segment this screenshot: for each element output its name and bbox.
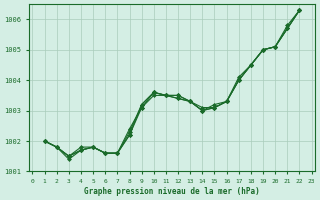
X-axis label: Graphe pression niveau de la mer (hPa): Graphe pression niveau de la mer (hPa) (84, 187, 260, 196)
